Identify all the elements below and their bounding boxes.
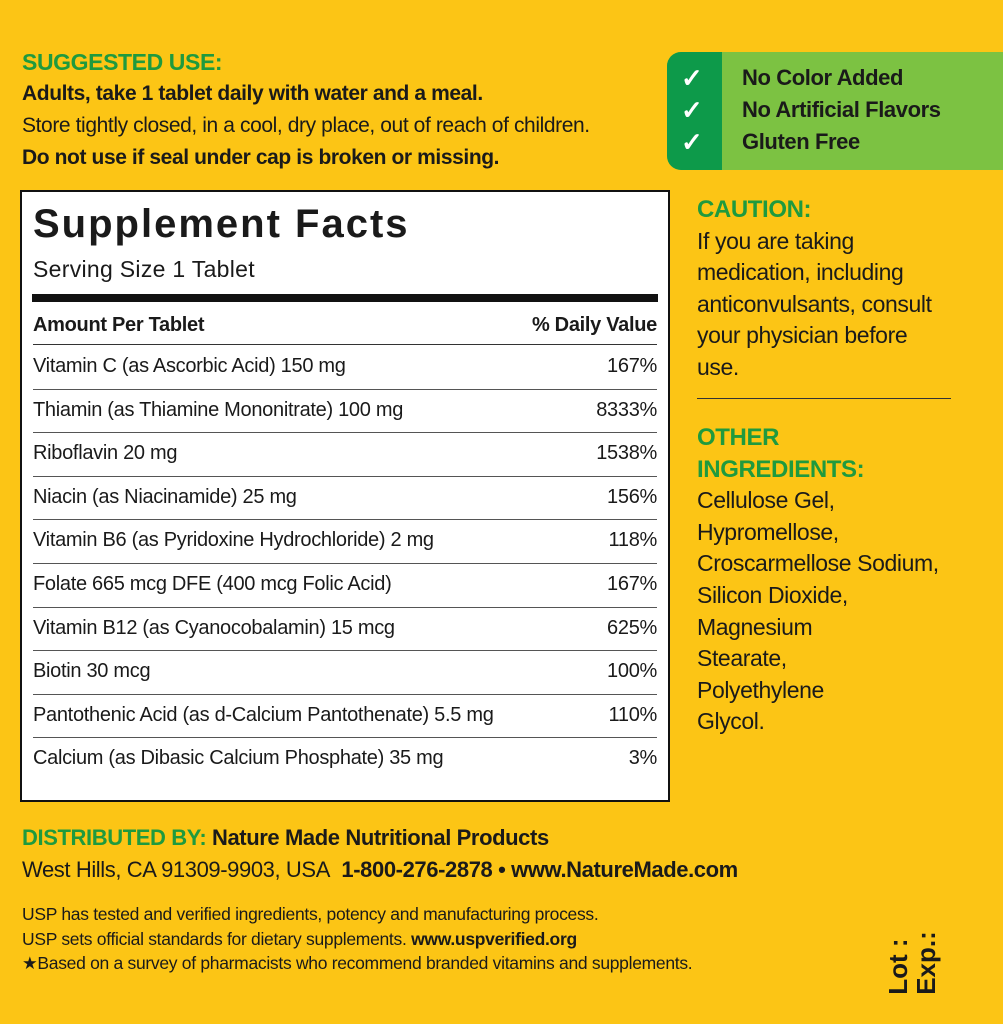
thick-divider (32, 294, 658, 302)
caution-line: anticonvulsants, consult (697, 290, 932, 317)
daily-value: 625% (607, 616, 657, 639)
daily-value: 100% (607, 660, 657, 683)
caution-line: If you are taking (697, 227, 854, 254)
facts-row: Niacin (as Niacinamide) 25 mg 156% (33, 476, 657, 521)
divider (697, 398, 951, 399)
usp-section: USP has tested and verified ingredients,… (22, 902, 693, 976)
nutrient-name: Folate 665 mcg DFE (400 mcg Folic Acid) (33, 573, 392, 595)
bullet: • (498, 857, 506, 882)
supplement-facts-panel: Supplement Facts Serving Size 1 Tablet A… (20, 190, 670, 802)
caution-section: CAUTION: If you are taking medication, i… (697, 194, 932, 384)
facts-row: Calcium (as Dibasic Calcium Phosphate) 3… (33, 737, 657, 781)
address: West Hills, CA 91309-9903, USA (22, 857, 330, 882)
other-heading: OTHER (697, 424, 780, 451)
nutrient-name: Vitamin C (as Ascorbic Acid) 150 mg (33, 355, 346, 377)
facts-row: Pantothenic Acid (as d-Calcium Pantothen… (33, 694, 657, 739)
nutrient-name: Calcium (as Dibasic Calcium Phosphate) 3… (33, 747, 444, 770)
nutrient-name: Vitamin B6 (as Pyridoxine Hydrochloride)… (33, 529, 434, 552)
caution-heading: CAUTION: (697, 196, 812, 223)
other-ingredients-section: OTHER INGREDIENTS: Cellulose Gel, Hyprom… (697, 422, 939, 738)
suggested-use: SUGGESTED USE: Adults, take 1 tablet dai… (22, 46, 590, 174)
daily-value: 118% (608, 529, 658, 552)
free-from-badge: ✓ No Color Added ✓ No Artificial Flavors ✓… (667, 52, 1003, 170)
seal-warning: Do not use if seal under cap is broken o… (22, 146, 500, 169)
facts-row: Vitamin B12 (as Cyanocobalamin) 15 mcg 62… (33, 607, 657, 652)
facts-header: Amount Per Tablet % Daily Value (33, 306, 657, 345)
facts-row: Vitamin B6 (as Pyridoxine Hydrochloride)… (33, 519, 657, 564)
facts-title: Supplement Facts (33, 202, 410, 246)
checkmark-icon: ✓ (681, 127, 703, 157)
ingredient: Croscarmellose Sodium, (697, 550, 939, 577)
ingredient: Hypromellose, (697, 518, 839, 545)
checkmark-icon: ✓ (681, 63, 703, 93)
phone: 1-800-276-2878 (341, 857, 493, 882)
storage-line: Store tightly closed, in a cool, dry pla… (22, 114, 590, 137)
facts-row: Biotin 30 mcg 100% (33, 650, 657, 695)
nutrient-name: Thiamin (as Thiamine Mononitrate) 100 mg (33, 398, 404, 421)
daily-value: 110% (608, 703, 658, 726)
nutrient-name: Biotin 30 mcg (33, 660, 151, 683)
daily-value: 156% (607, 485, 657, 508)
facts-row: Folate 665 mcg DFE (400 mcg Folic Acid) 1… (33, 563, 657, 608)
nutrient-name: Pantothenic Acid (as d-Calcium Pantothen… (33, 703, 494, 726)
website-link[interactable]: www.NatureMade.com (511, 857, 738, 882)
amount-header: Amount Per Tablet (33, 314, 205, 336)
ingredient: Silicon Dioxide, (697, 581, 848, 608)
lot-exp-block: Lot : Exp.: (882, 931, 941, 995)
daily-value: 167% (607, 573, 657, 595)
ingredient: Glycol. (697, 708, 765, 735)
exp-label: Exp.: (910, 931, 941, 995)
caution-line: use. (697, 353, 739, 380)
daily-value: 167% (607, 355, 657, 377)
daily-value: 1538% (596, 442, 657, 465)
nutrient-name: Vitamin B12 (as Cyanocobalamin) 15 mcg (33, 616, 395, 639)
ingredients-heading: INGREDIENTS: (697, 455, 865, 483)
nutrient-name: Riboflavin 20 mg (33, 442, 178, 465)
daily-value: 8333% (596, 398, 657, 421)
daily-value: 3% (628, 747, 658, 770)
distributor-name: Nature Made Nutritional Products (211, 825, 549, 850)
usp-link[interactable]: www.uspverified.org (411, 928, 577, 949)
badge-item: No Artificial Flavors (742, 97, 941, 122)
badge-item: No Color Added (742, 65, 904, 90)
checkmark-icon: ✓ (681, 95, 703, 125)
badge-item: Gluten Free (742, 129, 860, 154)
ingredient: Stearate, (697, 645, 787, 672)
ingredient: Polyethylene (697, 676, 824, 703)
badge-strip (667, 52, 722, 170)
nutrient-name: Niacin (as Niacinamide) 25 mg (33, 485, 297, 508)
distributor-section: DISTRIBUTED BY: Nature Made Nutritional … (22, 822, 738, 886)
usp-line: USP sets official standards for dietary … (22, 928, 407, 949)
caution-line: your physician before (697, 322, 908, 349)
facts-row: Thiamin (as Thiamine Mononitrate) 100 mg… (33, 389, 657, 434)
daily-value-header: % Daily Value (531, 314, 657, 336)
serving-size: Serving Size 1 Tablet (33, 256, 255, 282)
usp-line: USP has tested and verified ingredients,… (22, 904, 599, 924)
caution-line: medication, including (697, 259, 904, 286)
suggested-use-line: Adults, take 1 tablet daily with water a… (22, 82, 483, 105)
ingredient: Magnesium (697, 613, 813, 640)
facts-row: Vitamin C (as Ascorbic Acid) 150 mg 167% (33, 345, 657, 390)
suggested-use-heading: SUGGESTED USE: (22, 49, 223, 75)
survey-note: ★Based on a survey of pharmacists who re… (22, 953, 693, 973)
distributed-label: DISTRIBUTED BY: (22, 825, 207, 850)
ingredient: Cellulose Gel, (697, 487, 835, 514)
lot-label: Lot : (882, 938, 913, 995)
facts-row: Riboflavin 20 mg 1538% (33, 432, 657, 477)
